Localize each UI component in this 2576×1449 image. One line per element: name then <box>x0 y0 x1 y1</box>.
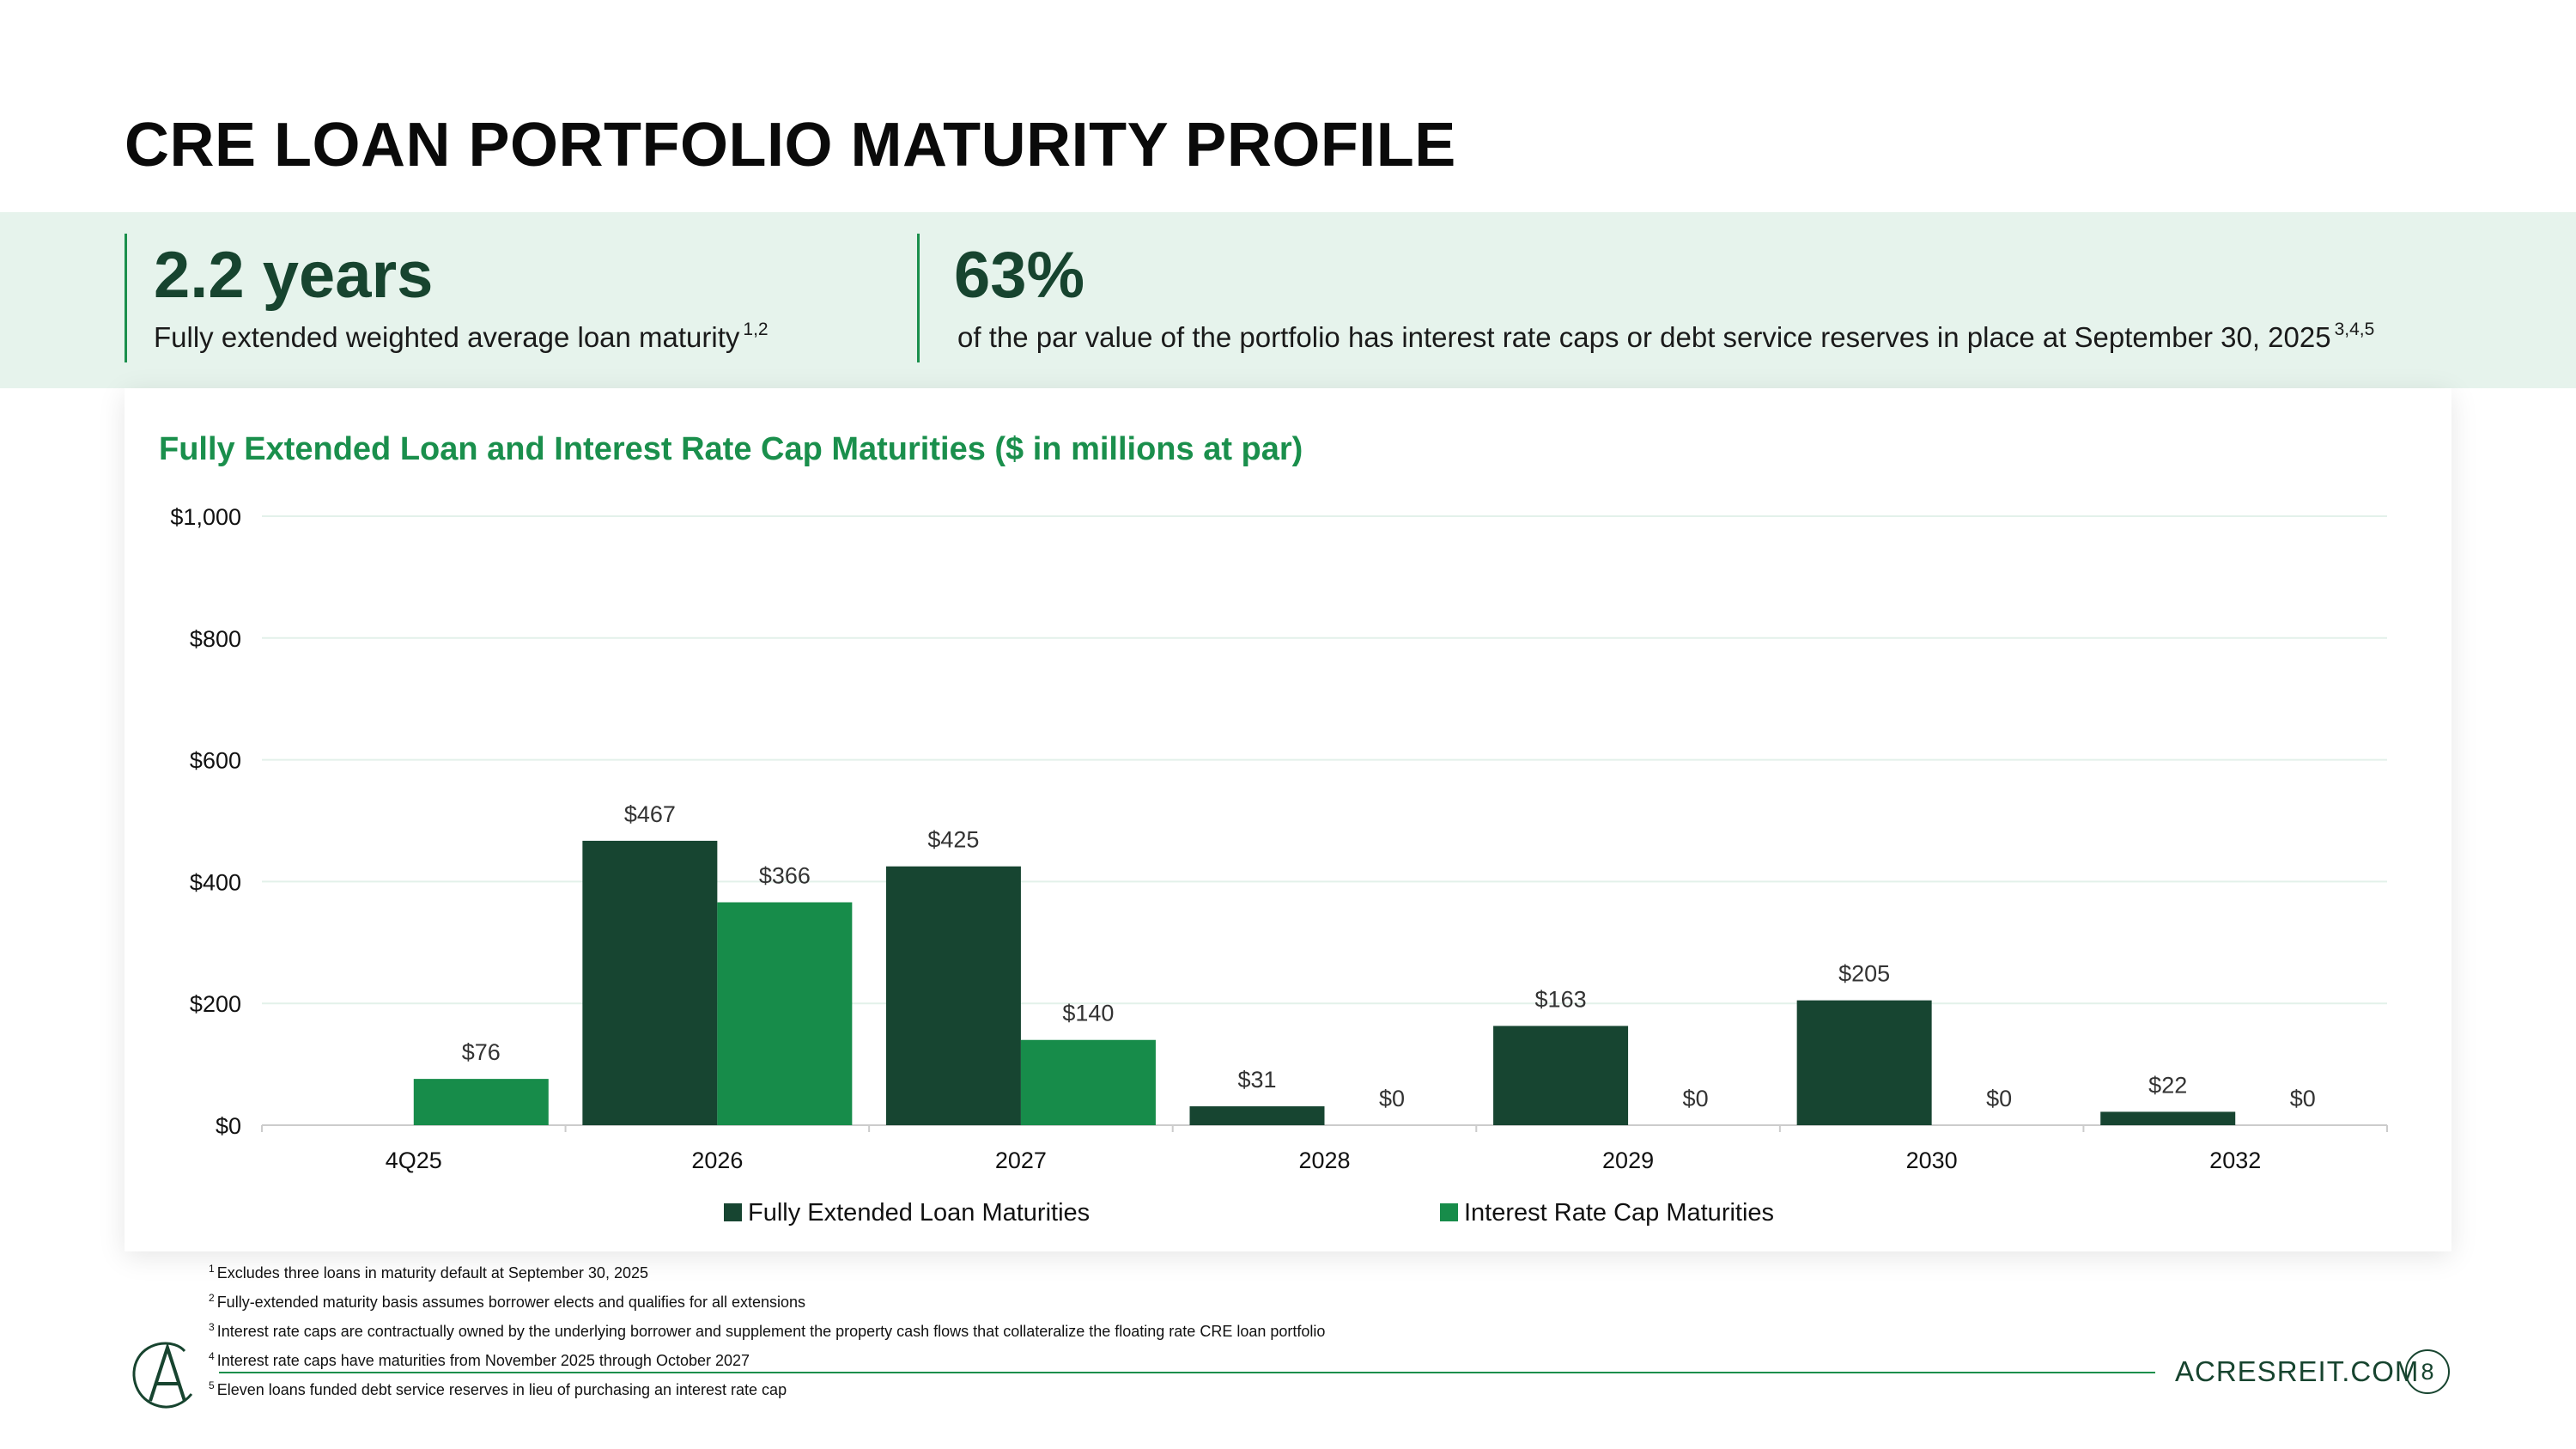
kpi-description: Fully extended weighted average loan mat… <box>154 320 769 354</box>
footnote-text: Fully-extended maturity basis assumes bo… <box>216 1294 806 1311</box>
kpi-description-text: of the par value of the portfolio has in… <box>957 321 2331 353</box>
footnote: 4 Interest rate caps have maturities from… <box>209 1344 1325 1373</box>
footnote: 2 Fully-extended maturity basis assumes b… <box>209 1286 1325 1315</box>
kpi-description-text: Fully extended weighted average loan mat… <box>154 321 740 353</box>
y-tick-label: $0 <box>216 1113 241 1139</box>
acres-logo-icon <box>132 1342 193 1409</box>
kpi-footnote-ref: 1,2 <box>743 320 769 339</box>
legend-label: Fully Extended Loan Maturities <box>748 1199 1090 1227</box>
y-tick-label: $400 <box>190 869 241 895</box>
page-title: CRE LOAN PORTFOLIO MATURITY PROFILE <box>125 111 1456 180</box>
footnote-number: 3 <box>209 1321 215 1333</box>
footnote-number: 1 <box>209 1263 215 1275</box>
bar-loan-maturity-2028 <box>1189 1106 1325 1125</box>
bar-loan-maturity-2029 <box>1493 1026 1629 1125</box>
legend-label: Interest Rate Cap Maturities <box>1464 1199 1774 1227</box>
legend-swatch <box>1440 1203 1458 1221</box>
chart-title: Fully Extended Loan and Interest Rate Ca… <box>159 431 1303 467</box>
data-label: $366 <box>759 863 811 889</box>
footnote: 3 Interest rate caps are contractually ow… <box>209 1315 1325 1344</box>
x-tick-label: 2028 <box>1298 1148 1350 1173</box>
data-label: $0 <box>1379 1086 1405 1111</box>
kpi-footnote-ref: 3,4,5 <box>2334 320 2375 339</box>
footnote-number: 4 <box>209 1350 215 1362</box>
maturity-bar-chart: $0 $200 $400 $600 $800 $1,000 $76 4Q25 $467 $366 2… <box>170 504 2388 1227</box>
legend-swatch <box>724 1203 742 1221</box>
footnote-text: Eleven loans funded debt service reserve… <box>216 1381 787 1398</box>
data-label: $205 <box>1838 961 1890 987</box>
y-tick-label: $200 <box>190 991 241 1017</box>
data-label: $163 <box>1535 986 1587 1012</box>
footer-divider <box>219 1372 2155 1373</box>
x-tick-label: 2027 <box>995 1148 1047 1173</box>
bar-rate-cap-4Q25 <box>413 1079 549 1125</box>
kpi-average-maturity: 2.2 years Fully extended weighted averag… <box>125 234 883 362</box>
data-label: $467 <box>624 801 676 827</box>
bar-rate-cap-2027 <box>1020 1039 1156 1125</box>
bar-loan-maturity-2027 <box>885 866 1021 1125</box>
y-tick-label: $800 <box>190 626 241 652</box>
kpi-value: 2.2 years <box>154 239 434 312</box>
y-tick-label: $1,000 <box>170 504 241 530</box>
bar-loan-maturity-2032 <box>2100 1111 2236 1125</box>
x-tick-label: 2026 <box>691 1148 743 1173</box>
bar-rate-cap-2026 <box>717 902 853 1125</box>
footnote: 5 Eleven loans funded debt service reserv… <box>209 1373 1325 1403</box>
chart-card: Fully Extended Loan and Interest Rate Ca… <box>125 388 2451 1251</box>
data-label: $76 <box>462 1039 501 1065</box>
x-tick-label: 2029 <box>1602 1148 1654 1173</box>
website-link[interactable]: ACRESREIT.COM <box>2175 1355 2420 1387</box>
data-label: $140 <box>1062 1001 1114 1026</box>
footnote-text: Excludes three loans in maturity default… <box>216 1264 648 1282</box>
page-number: 8 <box>2405 1349 2450 1394</box>
x-tick-label: 4Q25 <box>386 1148 442 1173</box>
data-label: $0 <box>1683 1086 1709 1111</box>
footnote-text: Interest rate caps are contractually own… <box>216 1323 1326 1340</box>
kpi-band <box>0 212 2576 388</box>
footnote-number: 5 <box>209 1379 215 1391</box>
footnote-number: 2 <box>209 1292 215 1304</box>
footnotes: 1 Excludes three loans in maturity defaul… <box>209 1257 1325 1403</box>
kpi-value: 63% <box>954 239 1085 312</box>
x-tick-label: 2030 <box>1906 1148 1958 1173</box>
data-label: $0 <box>1986 1086 2012 1111</box>
kpi-rate-caps-share: 63% of the par value of the portfolio ha… <box>917 234 2508 362</box>
data-label: $425 <box>927 827 979 853</box>
footnote: 1 Excludes three loans in maturity defaul… <box>209 1257 1325 1286</box>
data-label: $22 <box>2148 1072 2187 1098</box>
data-label: $31 <box>1237 1067 1276 1093</box>
data-label: $0 <box>2290 1086 2316 1111</box>
bar-loan-maturity-2026 <box>582 840 718 1125</box>
footnote-text: Interest rate caps have maturities from … <box>216 1352 750 1369</box>
x-tick-label: 2032 <box>2209 1148 2261 1173</box>
y-tick-label: $600 <box>190 748 241 774</box>
kpi-description: of the par value of the portfolio has in… <box>957 320 2374 354</box>
bar-loan-maturity-2030 <box>1796 1000 1932 1125</box>
